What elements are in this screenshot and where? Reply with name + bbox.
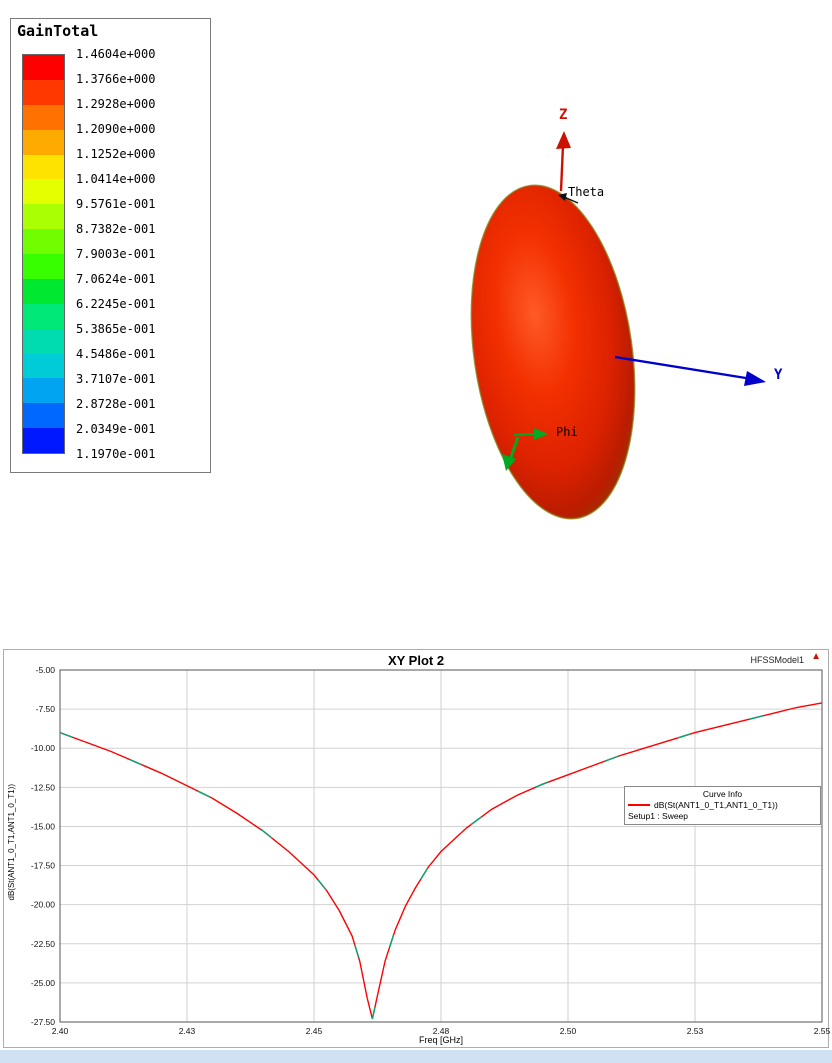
svg-text:-17.50: -17.50: [31, 861, 55, 871]
curve-info-legend[interactable]: Curve Info dB(St(ANT1_0_T1,ANT1_0_T1)) S…: [624, 786, 821, 825]
svg-text:2.50: 2.50: [560, 1026, 577, 1036]
theta-arrow-icon: [558, 193, 579, 204]
gain-color-band: [23, 428, 64, 453]
sweep-label: Setup1 : Sweep: [628, 811, 689, 821]
svg-text:-10.00: -10.00: [31, 743, 55, 753]
theta-axis-label: Theta: [568, 185, 605, 199]
phi-axis-label: Phi: [556, 425, 578, 439]
gain-legend-box[interactable]: GainTotal 1.4604e+000 1.3766e+000 1.2928e+…: [10, 18, 211, 473]
gain-legend-value: 9.5761e-001: [76, 197, 156, 211]
gain-color-band: [23, 179, 64, 205]
gain-legend-value: 1.2090e+000: [76, 122, 156, 136]
gain-color-band: [23, 378, 64, 404]
gain-color-band: [23, 229, 64, 254]
gain-color-band: [23, 129, 64, 155]
series-color-swatch: [628, 804, 650, 806]
z-axis-label: Z: [559, 107, 568, 123]
gain-color-band: [23, 353, 64, 379]
gain-legend-value: 2.8728e-001: [76, 397, 156, 411]
gain-color-band: [23, 254, 64, 279]
gain-legend-value: 8.7382e-001: [76, 222, 156, 236]
xy-plot-svg[interactable]: 2.40 2.43 2.45 2.48 2.50 2.53 2.55 -5.00 -7.50 -1…: [4, 650, 830, 1049]
gain-legend-value: 1.1252e+000: [76, 147, 156, 161]
svg-text:2.45: 2.45: [306, 1026, 323, 1036]
gain-color-band: [23, 79, 64, 105]
gain-legend-values: 1.4604e+000 1.3766e+000 1.2928e+000 1.2090e…: [76, 42, 155, 467]
gain-legend-value: 1.2928e+000: [76, 97, 156, 111]
pattern-3d-canvas[interactable]: [410, 105, 820, 555]
z-axis-arrow-icon: [556, 131, 571, 192]
phi-axis-arrow-icon: [513, 428, 548, 440]
xy-plot-window[interactable]: XY Plot 2 HFSSModel1 ▲ dB(St(ANT1_0_T1,A…: [3, 649, 830, 1049]
gain-color-band: [23, 154, 64, 180]
model-marker-icon: ▲: [811, 651, 821, 662]
gain-legend-value: 7.9003e-001: [76, 247, 156, 261]
svg-text:-25.00: -25.00: [31, 978, 55, 988]
svg-text:-12.50: -12.50: [31, 782, 55, 792]
gain-color-band: [23, 278, 64, 304]
gain-color-band: [23, 303, 64, 329]
svg-text:-15.00: -15.00: [31, 821, 55, 831]
y-axis-label: Y: [774, 367, 783, 383]
svg-text:-20.00: -20.00: [31, 900, 55, 910]
gain-legend-value: 5.3865e-001: [76, 322, 156, 336]
gain-legend-value: 1.0414e+000: [76, 172, 156, 186]
gain-legend-value: 3.7107e-001: [76, 372, 156, 386]
gain-color-band: [23, 55, 64, 80]
svg-text:-22.50: -22.50: [31, 939, 55, 949]
gain-legend-value: 4.5486e-001: [76, 347, 156, 361]
model-label: HFSSModel1: [750, 655, 804, 665]
bottom-scrollbar[interactable]: [0, 1050, 832, 1063]
chart-title: XY Plot 2: [387, 653, 445, 668]
svg-text:2.53: 2.53: [687, 1026, 704, 1036]
curve-info-header: Curve Info: [702, 789, 743, 799]
x-axis-title: Freq [GHz]: [418, 1035, 463, 1045]
y-axis-arrow-icon: [614, 355, 766, 386]
svg-text:2.48: 2.48: [433, 1026, 450, 1036]
gain-color-band: [23, 328, 64, 354]
svg-text:-27.50: -27.50: [31, 1017, 55, 1027]
series-label: dB(St(ANT1_0_T1,ANT1_0_T1)): [654, 800, 778, 810]
gain-color-band: [23, 104, 64, 130]
svg-text:-7.50: -7.50: [36, 704, 56, 714]
gain-color-band: [23, 403, 64, 429]
svg-text:2.40: 2.40: [52, 1026, 69, 1036]
gain-color-band: [23, 204, 64, 230]
svg-text:2.43: 2.43: [179, 1026, 196, 1036]
gain-colorbar: [22, 54, 65, 454]
gain-legend-value: 1.4604e+000: [76, 47, 156, 61]
x-axis-arrow-icon: [502, 436, 520, 471]
gain-legend-value: 2.0349e-001: [76, 422, 156, 436]
gain-legend-value: 1.3766e+000: [76, 72, 156, 86]
gain-legend-value: 1.1970e-001: [76, 447, 156, 461]
gain-legend-title: GainTotal: [17, 22, 99, 40]
s-parameter-curve: [59, 702, 823, 1020]
svg-text:2.55: 2.55: [814, 1026, 830, 1036]
radiation-pattern-view[interactable]: Z Theta Y Phi: [410, 105, 820, 555]
gain-legend-value: 7.0624e-001: [76, 272, 156, 286]
radiation-lobe: [470, 184, 636, 520]
gain-legend-value: 6.2245e-001: [76, 297, 156, 311]
svg-text:-5.00: -5.00: [36, 665, 56, 675]
gain-legend-body: 1.4604e+000 1.3766e+000 1.2928e+000 1.2090e…: [17, 42, 210, 467]
